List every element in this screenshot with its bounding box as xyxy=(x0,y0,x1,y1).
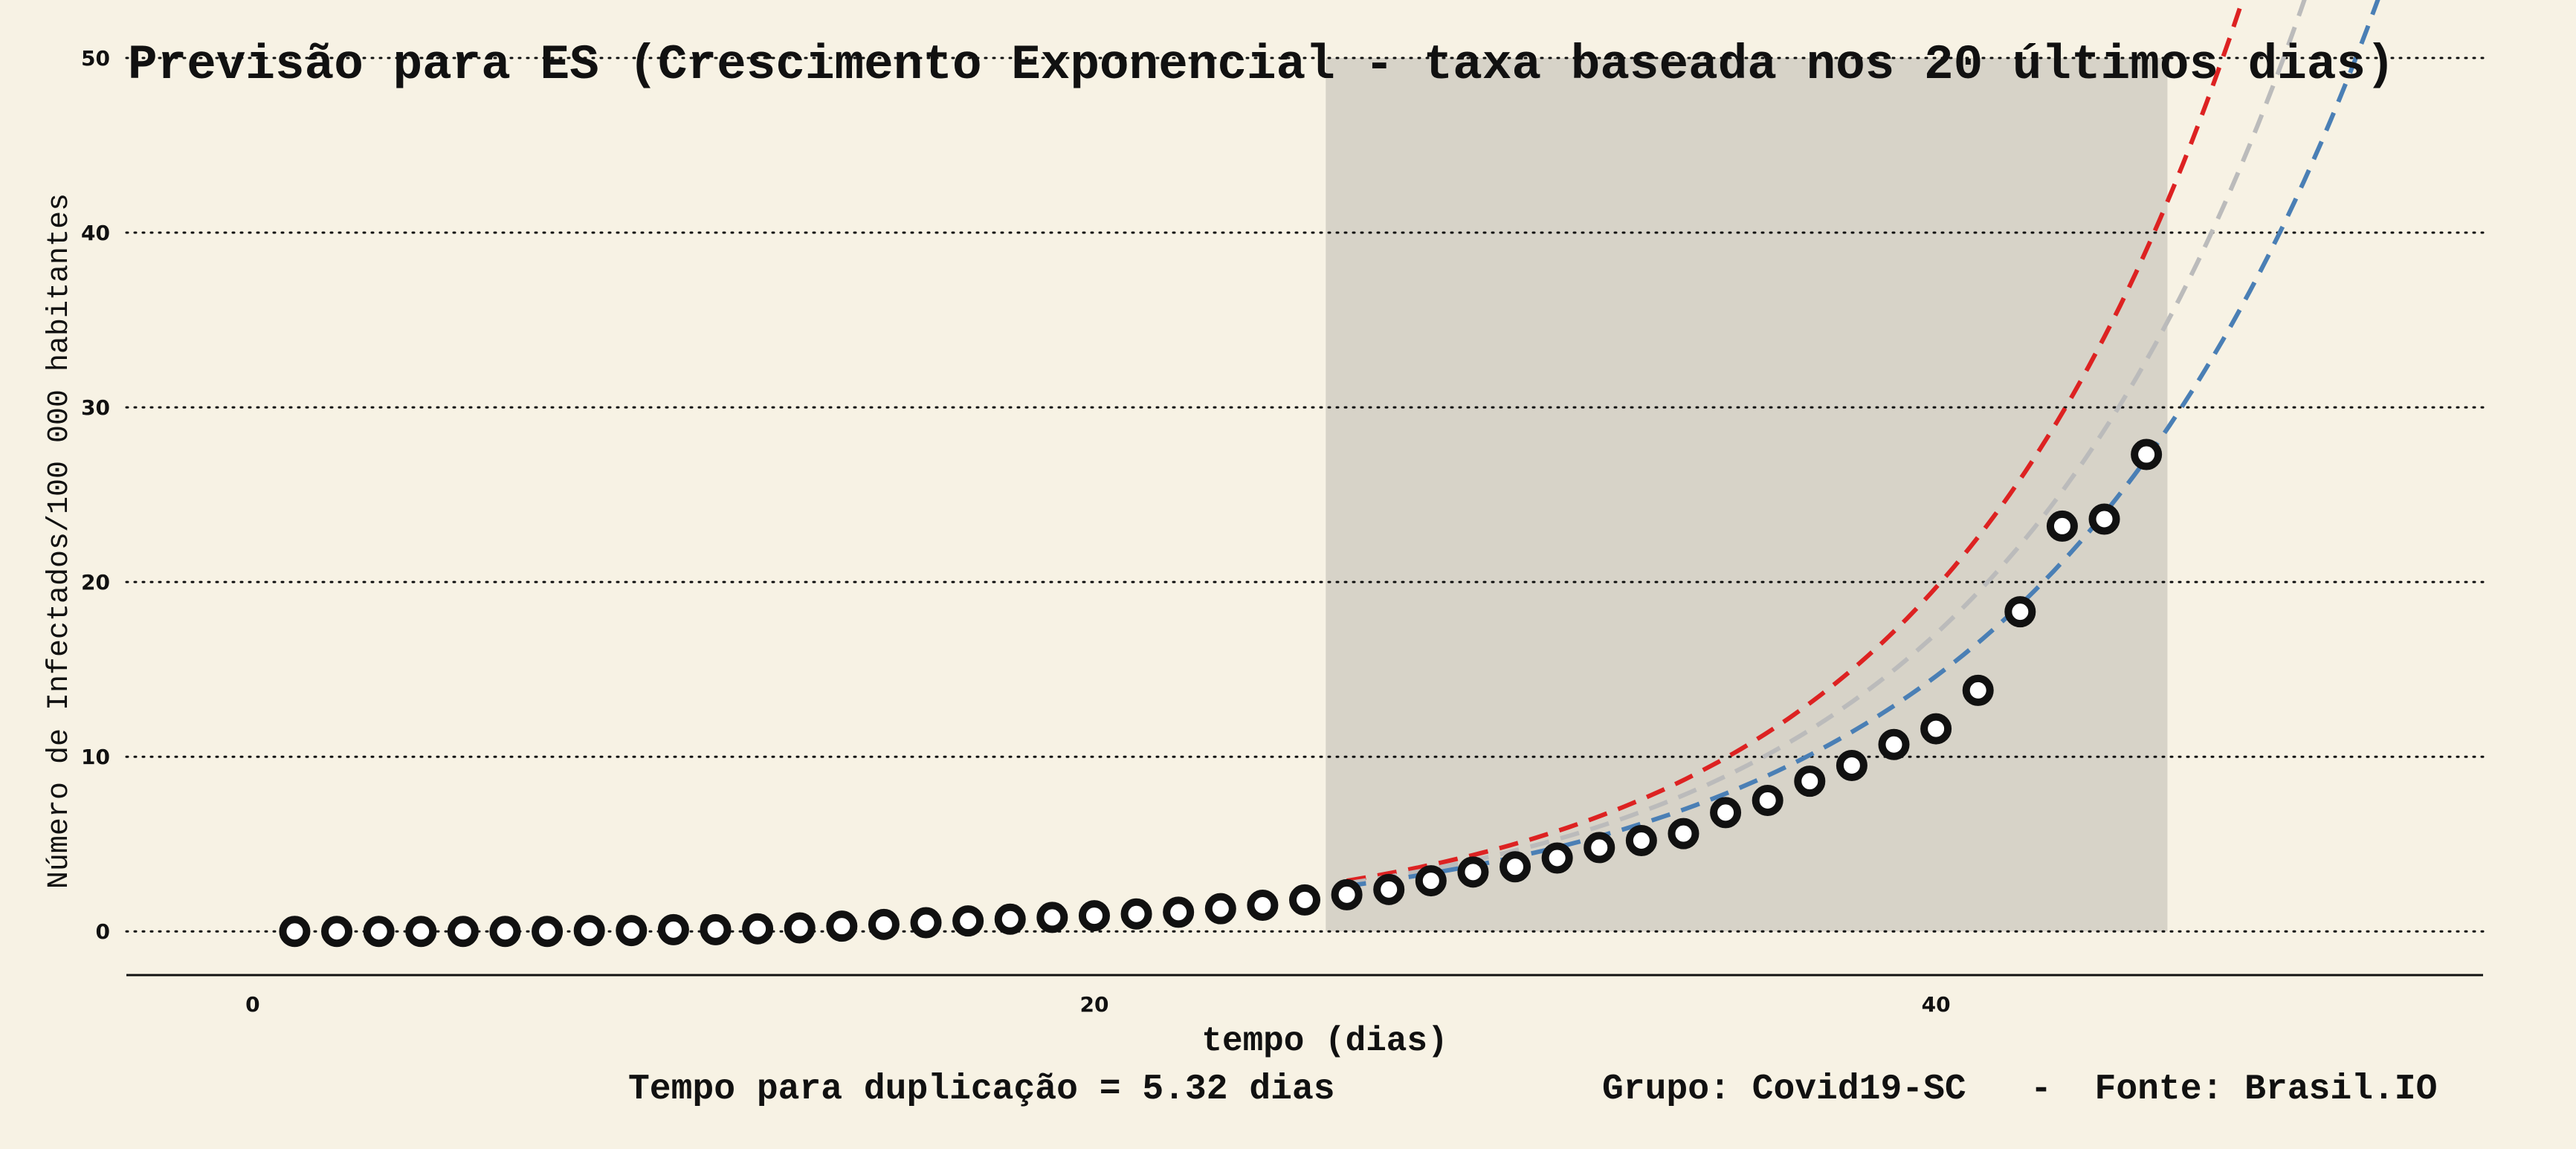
data-point xyxy=(1541,842,1573,874)
data-point xyxy=(1584,832,1615,864)
data-point xyxy=(994,903,1026,935)
data-point xyxy=(1625,825,1657,857)
data-point xyxy=(1668,818,1699,849)
data-point xyxy=(1415,865,1447,897)
data-point xyxy=(1710,797,1742,829)
data-point xyxy=(1500,851,1531,883)
data-point xyxy=(868,908,900,940)
data-point xyxy=(1752,784,1783,816)
y-tick-label: 30 xyxy=(81,395,110,420)
forecast-line xyxy=(1346,0,2307,886)
data-point xyxy=(405,916,437,948)
data-point xyxy=(1962,674,1994,706)
data-point xyxy=(1036,902,1068,933)
data-point xyxy=(489,916,521,948)
data-point xyxy=(784,912,816,944)
data-point xyxy=(1373,873,1405,905)
data-point xyxy=(1836,749,1868,781)
data-point xyxy=(1289,884,1320,916)
data-point xyxy=(1794,766,1826,797)
data-point xyxy=(1331,878,1363,910)
y-tick-label: 50 xyxy=(81,46,110,71)
y-tick-label: 40 xyxy=(81,221,110,245)
data-point xyxy=(447,916,479,948)
y-axis-label: Número de Infectados/100 000 habitantes xyxy=(43,193,77,889)
data-point xyxy=(2088,503,2120,535)
data-point xyxy=(700,913,732,945)
data-point xyxy=(1078,900,1110,932)
y-tick-label: 0 xyxy=(96,919,110,944)
data-point xyxy=(2046,510,2078,542)
data-point xyxy=(1120,898,1152,930)
data-point xyxy=(2131,438,2163,470)
y-tick-label: 10 xyxy=(81,745,110,769)
tick-labels-layer: 0 10 20 30 40 50 0 20 40 xyxy=(81,46,1951,1017)
x-tick-label: 40 xyxy=(1922,992,1951,1017)
data-point xyxy=(321,916,353,948)
source-text: Grupo: Covid19-SC - Fonte: Brasil.IO xyxy=(1602,1069,2437,1110)
forecast-line xyxy=(1346,0,2380,889)
shaded-region-layer xyxy=(1326,58,2168,932)
x-tick-label: 20 xyxy=(1079,992,1108,1017)
x-axis-label: tempo (dias) xyxy=(1201,1022,1447,1061)
data-point xyxy=(657,913,689,945)
data-points-layer xyxy=(279,438,2163,948)
data-point xyxy=(826,910,858,942)
x-tick-label: 0 xyxy=(245,992,259,1017)
data-point xyxy=(1247,889,1279,921)
data-point xyxy=(1920,713,1952,745)
gridlines-layer xyxy=(125,56,2485,933)
chart-title: Previsão para ES (Crescimento Exponencia… xyxy=(128,37,2395,93)
data-point xyxy=(279,916,311,948)
data-point xyxy=(1878,728,1910,760)
data-point xyxy=(616,915,648,947)
data-point xyxy=(1457,856,1489,888)
data-point xyxy=(952,905,984,937)
y-tick-label: 20 xyxy=(81,570,110,595)
forecast-line xyxy=(1346,0,2245,884)
data-point xyxy=(532,916,564,948)
doubling-time-text: Tempo para duplicação = 5.32 dias xyxy=(628,1069,1335,1110)
data-point xyxy=(2004,596,2036,628)
data-point xyxy=(910,907,942,939)
data-point xyxy=(363,916,395,948)
data-point xyxy=(573,915,605,947)
data-point xyxy=(1204,893,1236,925)
data-point xyxy=(1163,896,1195,928)
data-point xyxy=(742,913,774,945)
shaded-region xyxy=(1326,58,2168,932)
forecast-lines-layer xyxy=(1346,0,2380,889)
